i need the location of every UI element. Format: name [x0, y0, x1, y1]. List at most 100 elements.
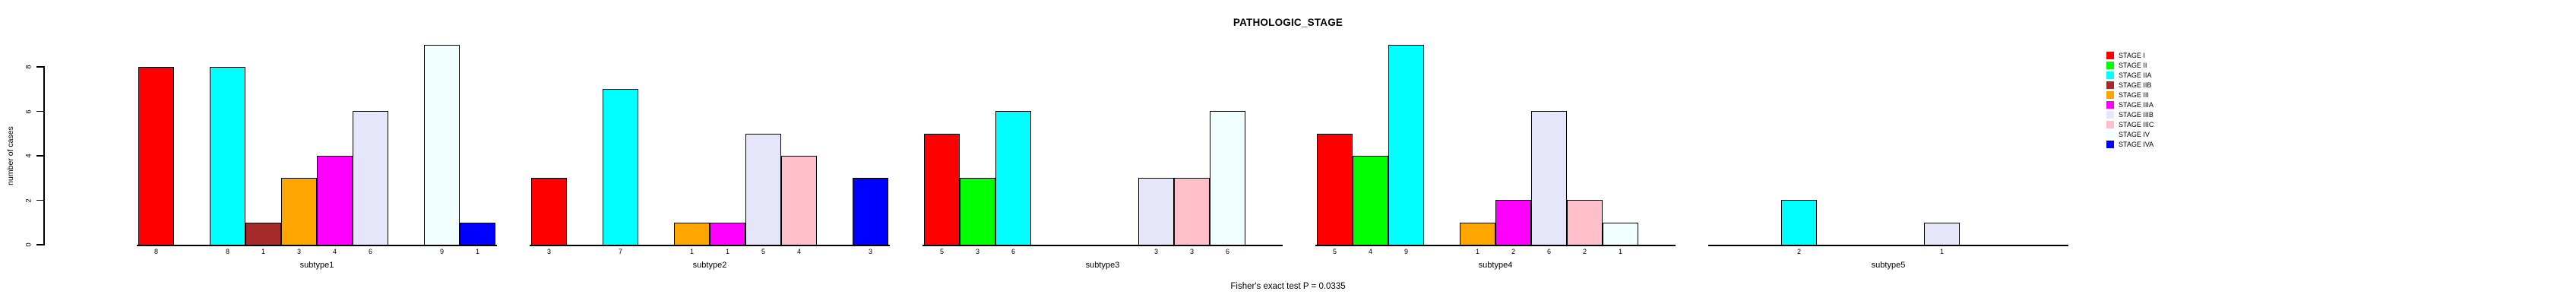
bar-value-label: 8	[225, 248, 229, 255]
bar-value-label: 1	[1939, 248, 1944, 255]
bar-stage-iii-subtype2	[674, 223, 710, 245]
bar-stage-iia-subtype2	[603, 89, 638, 245]
bar-value-label: 6	[1546, 248, 1551, 255]
bar-stage-iii-subtype4	[1460, 223, 1495, 245]
bar-value-label: 1	[475, 248, 479, 255]
y-tick-mark	[36, 244, 43, 245]
chart-title: PATHOLOGIC_STAGE	[1233, 17, 1343, 28]
legend-swatch-stage-ii	[2106, 62, 2114, 69]
bar-stage-i-subtype1	[138, 67, 174, 245]
legend-label: STAGE IIIB	[2119, 110, 2154, 119]
bar-value-label: 6	[368, 248, 372, 255]
y-tick-mark	[36, 155, 43, 157]
bar-value-label: 9	[1404, 248, 1408, 255]
bar-value-label: 1	[725, 248, 729, 255]
chart-subtitle: Fisher's exact test P = 0.0335	[1230, 282, 1346, 291]
bar-stage-iiic-subtype2	[781, 156, 817, 245]
bar-value-label: 3	[1154, 248, 1158, 255]
bar-value-label: 5	[939, 248, 944, 255]
bar-value-label: 1	[1618, 248, 1622, 255]
bar-stage-i-subtype3	[924, 134, 960, 245]
y-axis-line	[43, 66, 45, 245]
legend-label: STAGE III	[2119, 90, 2149, 99]
bar-stage-iiia-subtype4	[1495, 200, 1531, 245]
bar-value-label: 4	[796, 248, 801, 255]
bar-value-label: 3	[546, 248, 551, 255]
legend-swatch-stage-iia	[2106, 71, 2114, 79]
bar-stage-iiia-subtype2	[710, 223, 745, 245]
y-tick-mark	[36, 199, 43, 201]
legend-swatch-stage-iva	[2106, 141, 2114, 148]
bar-value-label: 6	[1011, 248, 1015, 255]
bar-stage-iiia-subtype1	[317, 156, 353, 245]
bar-stage-iiib-subtype2	[745, 134, 781, 245]
bar-stage-iiib-subtype1	[353, 111, 388, 245]
bar-stage-iiic-subtype4	[1567, 200, 1603, 245]
bar-value-label: 1	[261, 248, 265, 255]
bar-value-label: 6	[1225, 248, 1229, 255]
bar-value-label: 1	[1475, 248, 1479, 255]
category-label-subtype1: subtype1	[299, 261, 334, 270]
bar-value-label: 3	[868, 248, 872, 255]
bar-value-label: 2	[1796, 248, 1801, 255]
bar-stage-iv-subtype1	[424, 45, 460, 245]
legend-label: STAGE IIIC	[2119, 120, 2154, 128]
bar-value-label: 8	[153, 248, 158, 255]
legend-label: STAGE IVA	[2119, 140, 2154, 148]
bar-stage-iiib-subtype5	[1924, 223, 1960, 245]
legend-label: STAGE IIA	[2119, 71, 2152, 79]
category-label-subtype2: subtype2	[692, 261, 727, 270]
bar-value-label: 7	[618, 248, 622, 255]
bar-value-label: 3	[1189, 248, 1194, 255]
legend-label: STAGE IIIA	[2119, 100, 2154, 109]
y-tick-label: 8	[24, 65, 33, 69]
legend-label: STAGE II	[2119, 61, 2147, 69]
y-tick-mark	[36, 66, 43, 68]
bar-stage-iia-subtype4	[1388, 45, 1424, 245]
bar-value-label: 5	[1332, 248, 1337, 255]
bar-value-label: 4	[1368, 248, 1372, 255]
bar-stage-ii-subtype4	[1353, 156, 1388, 245]
y-tick-label: 6	[24, 109, 33, 114]
bar-value-label: 2	[1582, 248, 1587, 255]
bar-stage-iiib-subtype4	[1531, 111, 1567, 245]
y-tick-mark	[36, 110, 43, 112]
bar-stage-iiic-subtype3	[1174, 178, 1210, 245]
bar-value-label: 4	[332, 248, 337, 255]
bar-value-label: 3	[296, 248, 301, 255]
bar-stage-iva-subtype1	[460, 223, 495, 245]
bar-stage-iv-subtype3	[1210, 111, 1245, 245]
bar-value-label: 2	[1511, 248, 1515, 255]
bar-stage-iiib-subtype3	[1138, 178, 1174, 245]
legend-label: STAGE IIB	[2119, 81, 2152, 89]
bar-stage-iii-subtype1	[281, 178, 317, 245]
bar-stage-iv-subtype4	[1603, 223, 1638, 245]
legend-label: STAGE I	[2119, 51, 2145, 59]
bar-stage-iib-subtype1	[245, 223, 281, 245]
legend-swatch-stage-iiib	[2106, 111, 2114, 119]
category-label-subtype3: subtype3	[1085, 261, 1120, 270]
bar-stage-iia-subtype5	[1781, 200, 1817, 245]
bar-value-label: 3	[975, 248, 979, 255]
bar-value-label: 9	[439, 248, 444, 255]
bar-stage-i-subtype2	[531, 178, 567, 245]
bar-value-label: 5	[761, 248, 765, 255]
group-axis-line	[922, 245, 1283, 246]
y-tick-label: 0	[24, 242, 33, 247]
bar-stage-iia-subtype1	[210, 67, 245, 245]
category-label-subtype4: subtype4	[1478, 261, 1513, 270]
y-tick-label: 2	[24, 198, 33, 203]
legend-label: STAGE IV	[2119, 130, 2150, 138]
legend-swatch-stage-iiic	[2106, 121, 2114, 128]
bar-value-label: 1	[689, 248, 694, 255]
bar-stage-iia-subtype3	[995, 111, 1031, 245]
y-axis-label: number of cases	[6, 126, 15, 185]
legend-swatch-stage-i	[2106, 52, 2114, 59]
legend-swatch-stage-iiia	[2106, 101, 2114, 109]
bar-stage-i-subtype4	[1317, 134, 1353, 245]
bar-stage-ii-subtype3	[960, 178, 995, 245]
legend-swatch-stage-iii	[2106, 91, 2114, 99]
bar-stage-iva-subtype2	[853, 178, 888, 245]
legend-swatch-stage-iib	[2106, 81, 2114, 89]
